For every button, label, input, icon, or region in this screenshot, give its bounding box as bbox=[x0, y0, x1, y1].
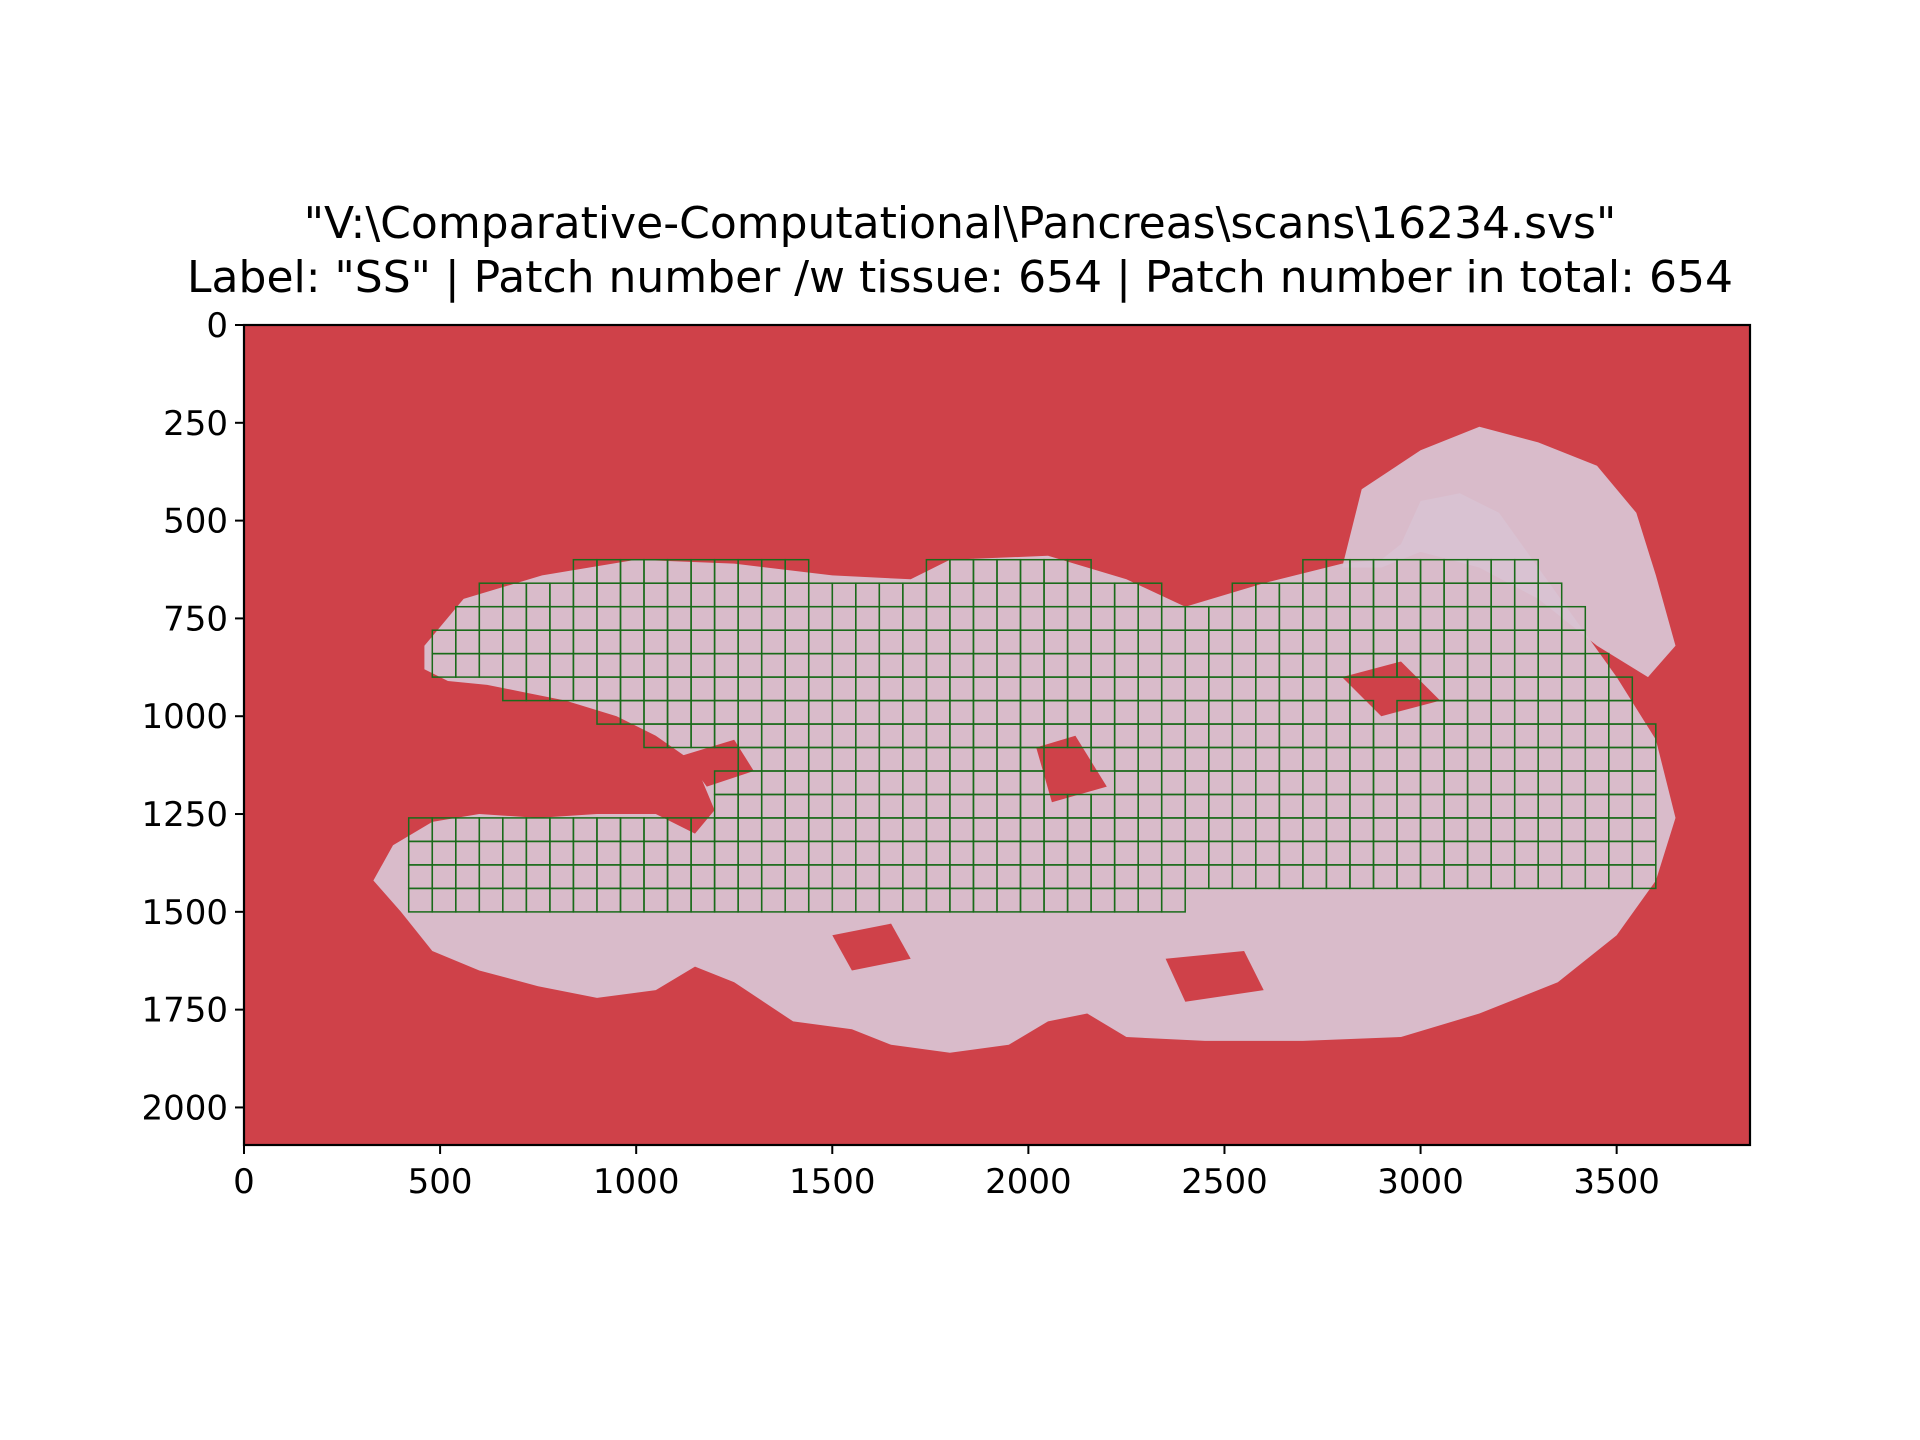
x-tick-label: 3000 bbox=[1377, 1162, 1464, 1202]
y-tick-label: 1500 bbox=[141, 893, 228, 933]
y-axis: 0 250 500 750 1000 1250 1500 1750 2000 bbox=[141, 306, 244, 1128]
y-tick-label: 750 bbox=[163, 599, 228, 639]
y-tick-label: 0 bbox=[206, 306, 228, 346]
tissue-blob-1 bbox=[1342, 426, 1676, 678]
x-tick-label: 2000 bbox=[985, 1162, 1072, 1202]
patch-box bbox=[1160, 887, 1186, 913]
x-tick-label: 1000 bbox=[593, 1162, 680, 1202]
tissue-gap-3 bbox=[1165, 951, 1264, 1002]
x-axis: 0 500 1000 1500 2000 2500 3000 3500 bbox=[233, 1145, 1660, 1202]
y-tick-label: 250 bbox=[163, 404, 228, 444]
y-tick-label: 1000 bbox=[141, 697, 228, 737]
y-tick-label: 1250 bbox=[141, 795, 228, 835]
x-tick-label: 3500 bbox=[1573, 1162, 1660, 1202]
x-tick-label: 1500 bbox=[789, 1162, 876, 1202]
patch-grid bbox=[407, 558, 1657, 913]
x-tick-label: 2500 bbox=[1181, 1162, 1268, 1202]
chart-title: "V:\Comparative-Computational\Pancreas\s… bbox=[303, 198, 1617, 249]
x-tick-label: 500 bbox=[408, 1162, 473, 1202]
chart-subtitle: Label: "SS" | Patch number /w tissue: 65… bbox=[187, 252, 1733, 303]
tissue-gap-4 bbox=[832, 923, 911, 971]
tissue-gap-0 bbox=[683, 739, 754, 787]
x-tick-label: 0 bbox=[233, 1162, 255, 1202]
y-tick-label: 2000 bbox=[141, 1088, 228, 1128]
tissue-gap-1 bbox=[1036, 735, 1107, 803]
patch-box bbox=[1631, 864, 1657, 890]
tissue-gap-2 bbox=[1342, 661, 1441, 717]
axes-frame bbox=[242, 323, 1752, 1147]
y-tick-label: 1750 bbox=[141, 991, 228, 1031]
y-tick-label: 500 bbox=[163, 502, 228, 542]
